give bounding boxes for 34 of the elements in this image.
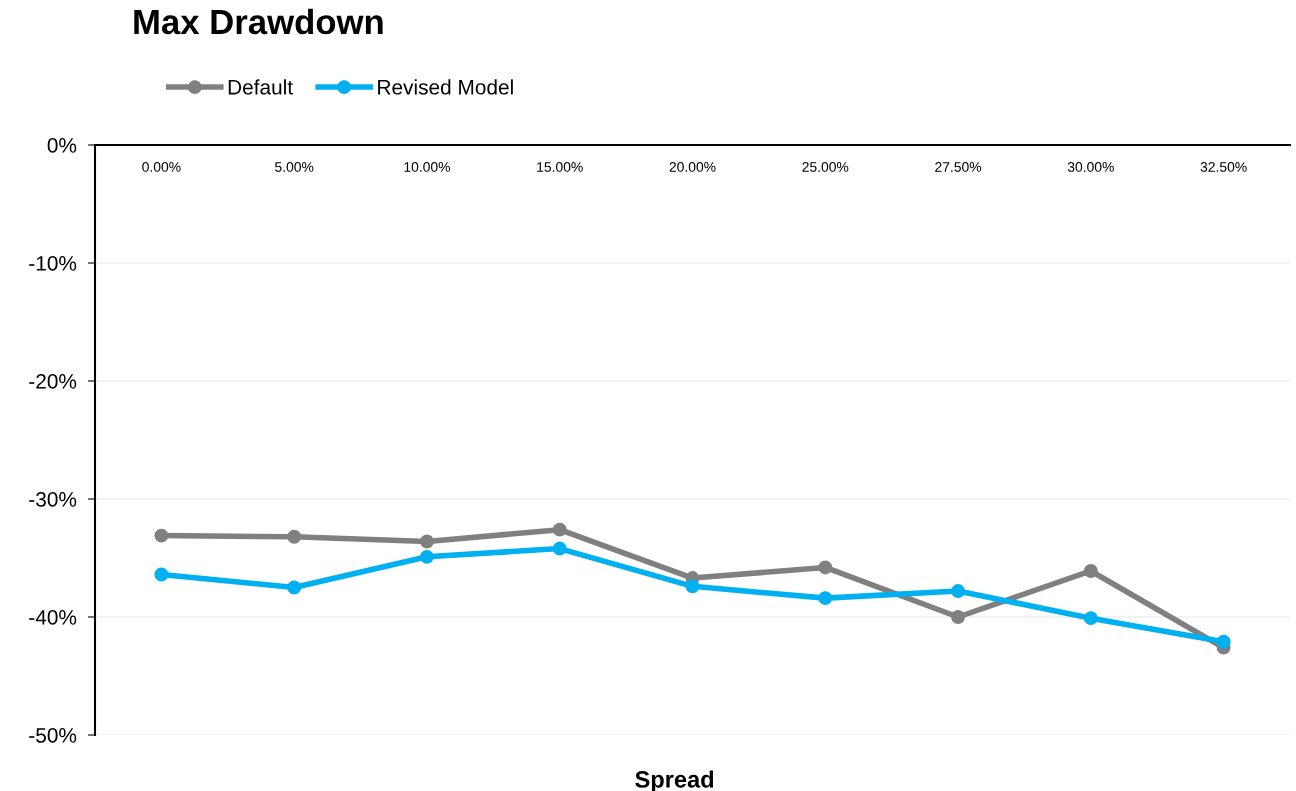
point — [154, 567, 169, 582]
point — [951, 584, 966, 598]
point — [818, 591, 833, 606]
point — [818, 560, 833, 575]
y-tick-label: -20% — [29, 374, 77, 389]
point — [287, 529, 302, 544]
y-tick-label: -40% — [29, 610, 77, 625]
y-tick-label: -10% — [29, 256, 77, 271]
point — [154, 528, 169, 543]
point — [552, 522, 567, 537]
x-tick-label: 32.50% — [1200, 162, 1247, 172]
chart-title: Max Drawdown — [134, 8, 383, 35]
legend-label: Default — [228, 79, 293, 95]
point — [951, 610, 966, 624]
y-tick-label: -50% — [29, 728, 77, 743]
point — [552, 541, 567, 556]
point — [685, 579, 700, 594]
point — [419, 534, 434, 549]
x-tick-label: 5.00% — [275, 162, 314, 172]
x-tick-label: 10.00% — [404, 162, 450, 172]
x-tick-label: 20.00% — [669, 162, 716, 172]
legend-label: Revised Model — [378, 79, 513, 95]
point — [1216, 634, 1231, 649]
y-tick-label: -30% — [29, 492, 77, 507]
point — [1083, 611, 1098, 626]
x-tick-label: 30.00% — [1067, 162, 1114, 172]
point — [419, 549, 434, 564]
x-tick-label: 25.00% — [802, 162, 849, 172]
x-tick-label: 0.00% — [142, 162, 181, 172]
point — [1083, 564, 1098, 578]
x-tick-label: 27.50% — [935, 162, 982, 172]
x-tick-label: 15.00% — [537, 162, 583, 172]
y-tick-label: 0% — [47, 138, 77, 153]
point — [287, 580, 302, 595]
